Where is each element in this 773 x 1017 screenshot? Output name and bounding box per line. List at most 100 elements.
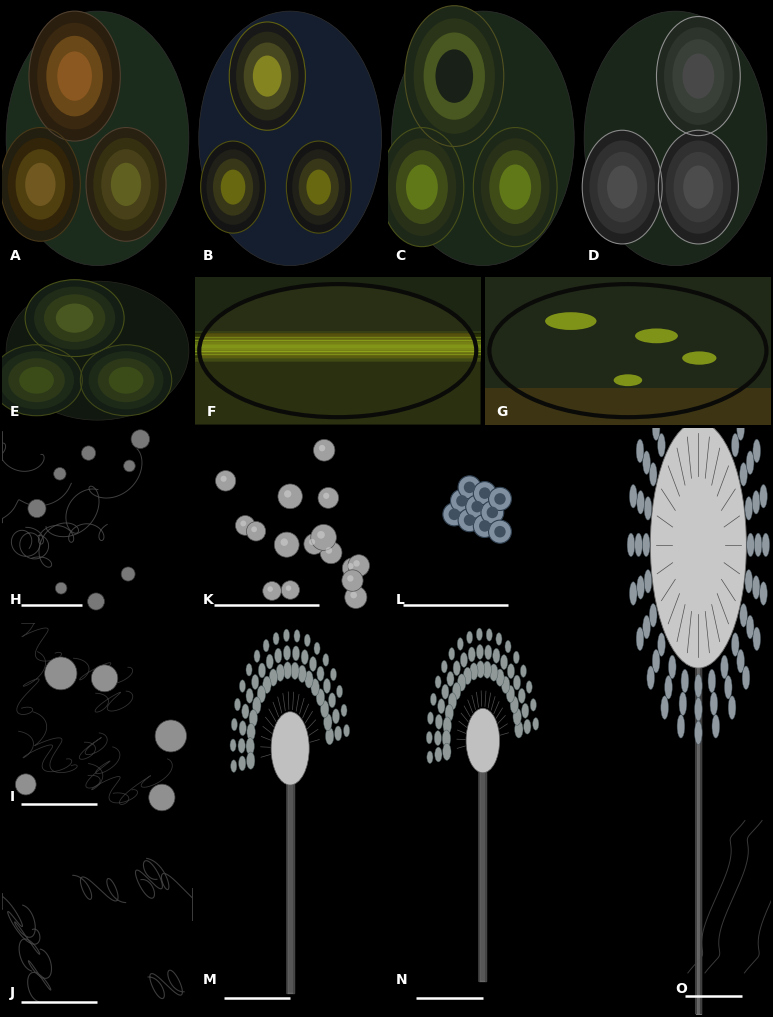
Bar (195, 344, 481, 346)
Circle shape (656, 16, 741, 135)
Circle shape (335, 726, 342, 740)
Circle shape (464, 482, 475, 493)
Circle shape (406, 165, 438, 210)
Circle shape (438, 699, 445, 714)
Circle shape (148, 784, 175, 811)
Text: K: K (203, 593, 213, 607)
Text: O: O (676, 982, 687, 997)
Circle shape (97, 358, 155, 403)
Ellipse shape (466, 709, 499, 773)
Circle shape (276, 664, 284, 681)
Circle shape (240, 521, 246, 527)
Ellipse shape (199, 284, 476, 417)
Circle shape (470, 663, 478, 680)
Ellipse shape (391, 11, 574, 265)
Circle shape (467, 632, 472, 644)
Circle shape (500, 655, 508, 669)
Circle shape (345, 586, 367, 608)
Bar (195, 351, 481, 353)
Text: L: L (395, 593, 404, 607)
Circle shape (342, 558, 363, 579)
Circle shape (292, 149, 346, 225)
Circle shape (737, 650, 744, 673)
Circle shape (522, 704, 529, 718)
Circle shape (742, 666, 750, 690)
Circle shape (298, 159, 339, 216)
Bar (195, 350, 481, 352)
Circle shape (465, 495, 489, 519)
Circle shape (443, 743, 451, 761)
Circle shape (109, 367, 144, 394)
Circle shape (0, 351, 74, 409)
Circle shape (747, 533, 754, 556)
Circle shape (526, 680, 532, 694)
Circle shape (492, 649, 500, 663)
Circle shape (649, 463, 657, 486)
Circle shape (435, 714, 442, 729)
Text: D: D (588, 249, 599, 263)
Circle shape (489, 151, 541, 224)
Circle shape (483, 661, 492, 678)
Circle shape (494, 526, 506, 537)
Circle shape (673, 40, 724, 113)
Circle shape (740, 604, 747, 627)
Circle shape (243, 43, 291, 110)
Circle shape (242, 704, 249, 719)
Circle shape (473, 482, 496, 504)
Text: F: F (206, 405, 216, 419)
Circle shape (281, 538, 288, 546)
Circle shape (318, 444, 325, 452)
Circle shape (479, 520, 490, 532)
Circle shape (91, 665, 117, 692)
Circle shape (434, 747, 442, 762)
Circle shape (489, 520, 512, 543)
Circle shape (311, 678, 319, 696)
Circle shape (350, 592, 357, 598)
Circle shape (111, 163, 141, 206)
Circle shape (292, 646, 300, 661)
Circle shape (431, 694, 437, 706)
Circle shape (19, 367, 54, 394)
Circle shape (298, 665, 306, 682)
Circle shape (468, 647, 475, 662)
Circle shape (505, 641, 511, 653)
Text: M: M (203, 972, 216, 986)
Ellipse shape (6, 11, 189, 265)
Circle shape (760, 582, 768, 605)
Circle shape (448, 693, 457, 710)
Circle shape (590, 140, 655, 234)
Bar (195, 361, 481, 362)
Circle shape (627, 533, 635, 556)
Text: A: A (10, 249, 21, 263)
Bar (195, 335, 481, 336)
Circle shape (15, 149, 65, 220)
Circle shape (81, 445, 96, 461)
Circle shape (518, 689, 526, 704)
Circle shape (731, 433, 739, 457)
Circle shape (28, 499, 46, 518)
Circle shape (269, 669, 278, 686)
Bar (195, 347, 481, 349)
Circle shape (56, 303, 94, 333)
Circle shape (629, 582, 637, 605)
Circle shape (683, 54, 714, 99)
Bar (195, 345, 481, 347)
Circle shape (637, 490, 645, 514)
Circle shape (305, 671, 313, 689)
Circle shape (263, 582, 281, 600)
Circle shape (513, 675, 520, 690)
Bar (195, 332, 481, 333)
Circle shape (753, 439, 761, 463)
Circle shape (230, 739, 236, 752)
Circle shape (230, 22, 305, 130)
Circle shape (314, 439, 335, 461)
Circle shape (752, 576, 760, 599)
Circle shape (273, 633, 279, 645)
Circle shape (664, 27, 733, 125)
Circle shape (341, 704, 347, 717)
Circle shape (476, 661, 485, 678)
Circle shape (284, 490, 291, 497)
Circle shape (427, 751, 433, 764)
Circle shape (246, 689, 254, 703)
Bar (195, 348, 481, 350)
